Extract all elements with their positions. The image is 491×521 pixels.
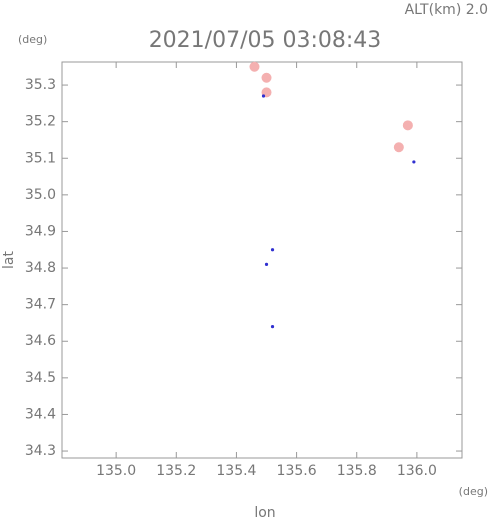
echo-point bbox=[402, 120, 413, 131]
x-tick-label: 136.0 bbox=[397, 463, 437, 479]
y-unit: (deg) bbox=[18, 33, 47, 46]
echo-point bbox=[412, 160, 416, 164]
x-tick-label: 135.4 bbox=[216, 463, 256, 479]
x-tick-label: 135.6 bbox=[277, 463, 317, 479]
x-axis-label: lon bbox=[254, 505, 275, 521]
y-tick-label: 34.6 bbox=[25, 333, 56, 349]
x-unit: (deg) bbox=[459, 485, 488, 498]
y-tick-label: 35.2 bbox=[25, 114, 56, 130]
plot-frame bbox=[61, 61, 463, 459]
y-axis-label: lat bbox=[1, 251, 17, 269]
echo-point bbox=[249, 61, 260, 72]
y-tick-label: 34.9 bbox=[25, 223, 56, 239]
y-tick-label: 34.5 bbox=[25, 370, 56, 386]
x-tick-label: 135.2 bbox=[156, 463, 196, 479]
y-tick-label: 35.1 bbox=[25, 150, 56, 166]
echo-point bbox=[393, 142, 404, 153]
echo-point bbox=[261, 94, 266, 98]
chart-title: 2021/07/05 03:08:43 bbox=[149, 28, 382, 53]
echo-point bbox=[270, 325, 275, 329]
y-tick-label: 34.7 bbox=[25, 297, 56, 313]
y-tick-label: 35.0 bbox=[25, 187, 56, 203]
echo-point bbox=[261, 72, 272, 83]
y-tick-label: 35.3 bbox=[25, 77, 56, 93]
y-tick-label: 34.3 bbox=[25, 443, 56, 459]
echo-point bbox=[270, 248, 275, 252]
x-tick-label: 135.0 bbox=[96, 463, 136, 479]
y-tick-label: 34.4 bbox=[25, 406, 56, 422]
x-tick-label: 135.8 bbox=[337, 463, 377, 479]
y-tick-label: 34.8 bbox=[25, 260, 56, 276]
echo-point bbox=[264, 262, 269, 266]
chart-subtitle: ALT(km) 2.0 bbox=[405, 2, 488, 18]
